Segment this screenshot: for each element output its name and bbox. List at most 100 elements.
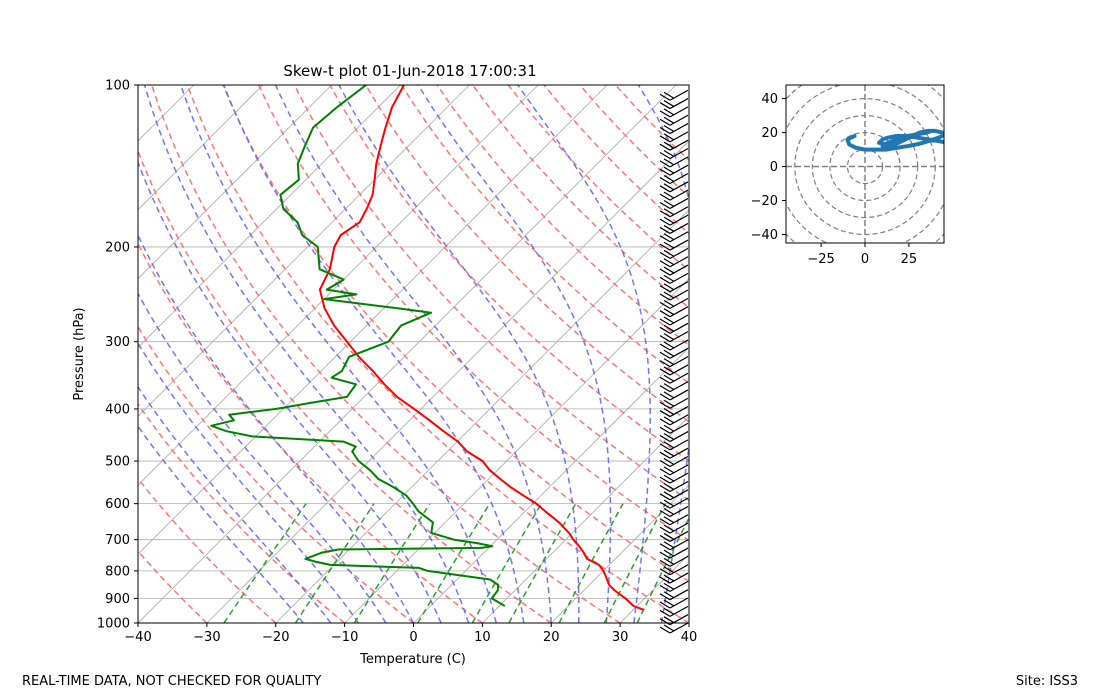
wind-barb <box>659 231 689 243</box>
wind-barb <box>659 181 689 193</box>
wind-barb <box>659 339 689 351</box>
wind-barb <box>659 414 689 426</box>
dewpoint-trace <box>210 85 506 607</box>
wind-barb <box>659 281 689 293</box>
dry-adiabat-line <box>365 85 689 423</box>
wind-barb <box>659 206 689 218</box>
wind-barb <box>659 447 689 459</box>
dry-adiabat-line <box>436 85 689 347</box>
mixing-ratio-line <box>353 503 431 623</box>
wind-barb <box>659 156 689 168</box>
wind-barb <box>659 555 689 567</box>
mixing-ratio-line <box>417 503 491 623</box>
hodograph-area <box>786 85 944 243</box>
wind-barb <box>659 605 689 617</box>
wind-barb <box>659 247 689 259</box>
site-label: Site: ISS3 <box>1015 674 1078 689</box>
y-tick-label: 700 <box>105 533 130 548</box>
dry-adiabat-line <box>138 325 414 623</box>
wind-barb <box>659 356 689 368</box>
isotherm-line <box>138 85 195 142</box>
wind-barb <box>659 272 689 284</box>
moist-adiabat-line <box>138 425 304 623</box>
y-tick-label: 600 <box>105 497 130 512</box>
wind-barb <box>659 114 689 126</box>
wind-barb <box>659 381 689 393</box>
dry-adiabat-line <box>258 85 689 542</box>
y-tick-label: 900 <box>105 592 130 607</box>
dry-adiabat-line <box>329 85 689 462</box>
y-tick-label: 1000 <box>97 617 130 632</box>
hodograph: −25 0 25 −40 −20 0 20 40 <box>751 84 945 267</box>
x-tick-label: 40 <box>681 630 698 645</box>
isotherm-line <box>344 278 689 623</box>
y-axis-label: Pressure (hPa) <box>72 307 87 400</box>
wind-barb <box>659 522 689 534</box>
dry-adiabat-line <box>138 149 552 623</box>
wind-barb <box>659 514 689 526</box>
wind-barb <box>659 372 689 384</box>
isotherm-line <box>275 209 689 623</box>
moist-adiabat-line <box>138 292 387 623</box>
wind-barb <box>659 239 689 251</box>
x-axis-label: Temperature (C) <box>359 652 466 667</box>
wind-barb <box>659 564 689 576</box>
wind-barb <box>659 539 689 551</box>
dry-adiabat-line <box>138 477 277 623</box>
wind-barb <box>659 214 689 226</box>
isotherm-line <box>206 140 689 623</box>
wind-barb <box>659 98 689 110</box>
wind-barb <box>659 106 689 118</box>
wind-barb <box>659 480 689 493</box>
wind-barb <box>659 131 689 143</box>
mixing-ratio-line <box>223 503 307 623</box>
x-tick-label: 30 <box>612 630 629 645</box>
wind-barb <box>659 139 689 151</box>
hodograph-x-tick-label: 25 <box>901 252 918 267</box>
wind-barb <box>659 431 689 443</box>
sounding-traces <box>210 85 645 611</box>
wind-barb <box>659 347 689 359</box>
moist-adiabat-line <box>143 85 470 623</box>
hodograph-x-tick-label: −25 <box>807 252 834 267</box>
wind-barb <box>659 472 689 484</box>
wind-barbs <box>659 89 689 634</box>
wind-barb <box>659 89 689 101</box>
y-tick-label: 100 <box>105 79 130 94</box>
hodograph-x-tick-label: 0 <box>861 252 869 267</box>
mixing-ratio-line <box>471 503 542 623</box>
wind-barb <box>659 123 689 135</box>
moist-adiabat-line <box>417 85 612 623</box>
wind-barb <box>659 422 689 434</box>
isotherm-line <box>138 85 608 555</box>
moist-adiabat-line <box>138 160 442 623</box>
wind-barb <box>659 530 689 542</box>
wind-barb <box>659 147 689 160</box>
moist-adiabat-line <box>223 85 525 623</box>
dry-adiabat-line <box>400 85 689 385</box>
wind-barb <box>659 505 689 517</box>
wind-barb <box>659 256 689 268</box>
y-tick-label: 400 <box>105 402 130 417</box>
hodograph-trace <box>845 128 944 152</box>
wind-barb <box>659 547 689 559</box>
hodograph-y-tick-label: 20 <box>761 126 778 141</box>
x-tick-label: −20 <box>262 630 289 645</box>
wind-barb <box>659 322 689 334</box>
isotherm-line <box>138 85 677 623</box>
isotherm-line <box>138 85 539 486</box>
dry-adiabat-line <box>150 85 621 623</box>
hodograph-y-tick-label: 0 <box>770 160 778 175</box>
hodograph-y-tick-label: 40 <box>761 92 778 107</box>
isotherm-line <box>758 85 1100 623</box>
wind-barb <box>659 172 689 185</box>
wind-barb <box>659 264 689 276</box>
wind-barb <box>659 497 689 509</box>
x-tick-label: 20 <box>543 630 560 645</box>
y-tick-label: 800 <box>105 564 130 579</box>
wind-barb <box>659 439 689 451</box>
isotherm-line <box>138 85 401 349</box>
